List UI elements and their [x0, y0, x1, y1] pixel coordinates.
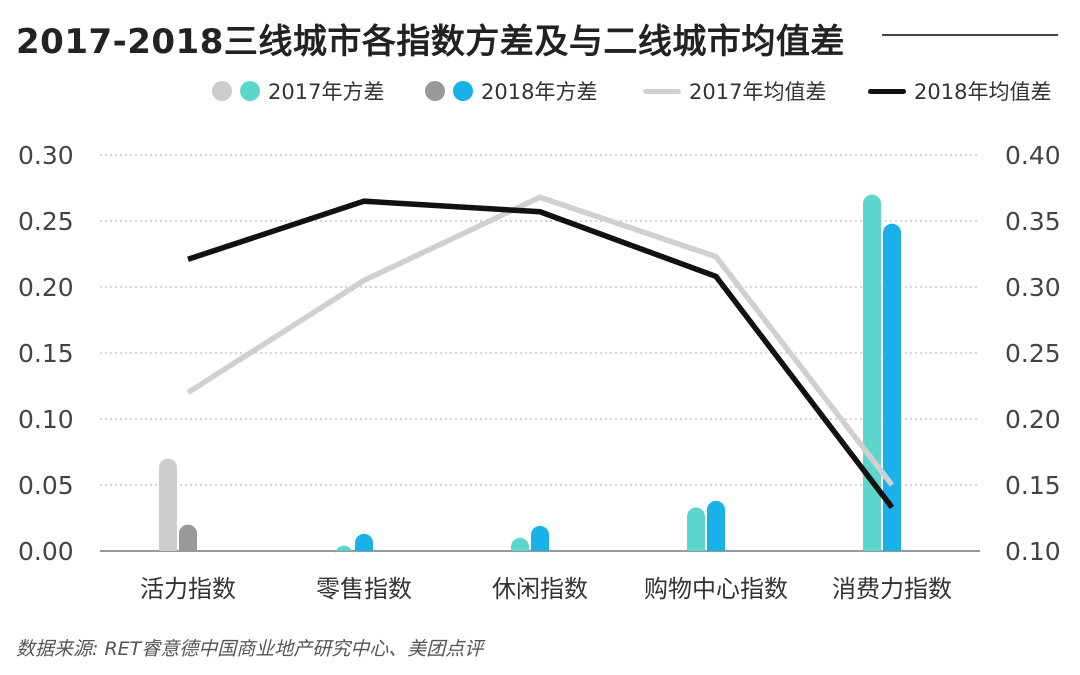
- legend-item-2018-variance: 2018年方差: [425, 76, 597, 106]
- legend-dot-darkgray: [425, 81, 445, 101]
- legend-dot-gray: [212, 81, 232, 101]
- category-label: 活力指数: [140, 575, 236, 603]
- bar: [355, 533, 373, 551]
- right-tick-label: 0.40: [1005, 141, 1061, 170]
- left-tick-label: 0.05: [18, 471, 74, 500]
- legend-label: 2017年均值差: [689, 80, 827, 104]
- title-rule: [882, 34, 1058, 36]
- legend-line-light: [643, 88, 681, 94]
- legend-line-black: [868, 88, 906, 94]
- bar: [159, 458, 177, 551]
- category-label: 购物中心指数: [644, 575, 788, 603]
- series-line: [186, 194, 895, 487]
- right-tick-label: 0.20: [1005, 405, 1061, 434]
- category-label: 休闲指数: [492, 575, 588, 603]
- category-label: 零售指数: [316, 575, 412, 603]
- bar: [531, 525, 549, 551]
- left-tick-label: 0.00: [18, 537, 74, 566]
- series-line: [187, 198, 895, 510]
- legend-label: 2018年均值差: [914, 80, 1052, 104]
- legend-label: 2017年方差: [268, 80, 385, 104]
- bar: [335, 545, 353, 555]
- left-tick-label: 0.25: [18, 207, 74, 236]
- left-tick-label: 0.15: [18, 339, 74, 368]
- left-tick-label: 0.10: [18, 405, 74, 434]
- left-tick-label: 0.30: [18, 141, 74, 170]
- chart-title: 2017-2018三线城市各指数方差及与二线城市均值差: [16, 22, 845, 62]
- legend-label: 2018年方差: [481, 80, 598, 104]
- legend-item-2017-mean-diff: 2017年均值差: [643, 76, 826, 106]
- legend-item-2018-mean-diff: 2018年均值差: [868, 76, 1051, 106]
- left-tick-label: 0.20: [18, 273, 74, 302]
- bar: [179, 524, 197, 551]
- legend-item-2017-variance: 2017年方差: [212, 76, 384, 106]
- legend-dot-blue: [453, 81, 473, 101]
- right-tick-label: 0.25: [1005, 339, 1061, 368]
- bar: [707, 500, 725, 551]
- bar: [687, 507, 705, 551]
- bar: [511, 537, 529, 551]
- right-tick-label: 0.30: [1005, 273, 1061, 302]
- source-note: 数据来源: RET睿意德中国商业地产研究中心、美团点评: [16, 638, 484, 660]
- right-tick-label: 0.15: [1005, 471, 1061, 500]
- category-label: 消费力指数: [832, 575, 952, 603]
- right-tick-label: 0.35: [1005, 207, 1061, 236]
- right-tick-label: 0.10: [1005, 537, 1061, 566]
- bar: [883, 223, 901, 551]
- bar: [863, 194, 881, 551]
- legend-dot-teal: [240, 81, 260, 101]
